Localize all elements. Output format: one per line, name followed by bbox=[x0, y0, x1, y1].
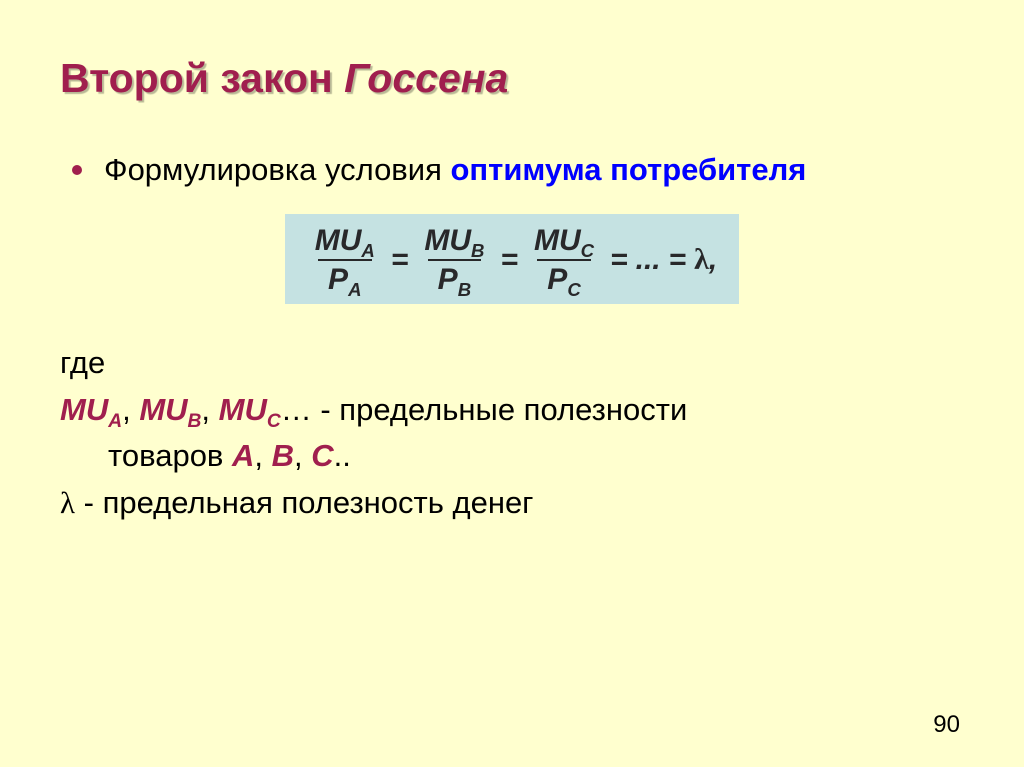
lambda-symbol: λ bbox=[60, 485, 75, 520]
where-label: где bbox=[60, 340, 964, 387]
title-part1: Второй закон bbox=[60, 55, 344, 101]
numerator: MUC bbox=[532, 224, 596, 259]
bullet-text: Формулировка условия оптимума потребител… bbox=[104, 150, 806, 190]
denominator: PB bbox=[428, 259, 481, 296]
goods-line: товаров A, B, C.. bbox=[60, 433, 964, 480]
good-label: B bbox=[272, 438, 294, 473]
bullet-lead: Формулировка условия bbox=[104, 152, 451, 187]
equals-sign: = bbox=[500, 243, 518, 277]
equals-sign: = bbox=[669, 243, 687, 277]
formula-punct: , bbox=[709, 243, 717, 277]
bullet-dot-icon bbox=[72, 165, 82, 175]
formula-dots: ... bbox=[636, 243, 661, 277]
numerator: MUB bbox=[422, 224, 486, 259]
equals-sign: = bbox=[391, 243, 409, 277]
mu-term: MUC bbox=[219, 392, 281, 427]
mu-term: MUB bbox=[139, 392, 201, 427]
lambda-text: - предельная полезность денег bbox=[75, 485, 533, 520]
fraction-c: MUC PC bbox=[532, 224, 596, 296]
good-label: A bbox=[232, 438, 254, 473]
bullet-item: Формулировка условия оптимума потребител… bbox=[60, 150, 964, 190]
formula-container: MUA PA = MUB PB = MUC PC = ... = λ, bbox=[60, 214, 964, 304]
title-part2: Госсена bbox=[344, 55, 508, 101]
slide-title: Второй закон Госсена bbox=[60, 55, 964, 102]
equals-sign: = bbox=[610, 243, 628, 277]
formula: MUA PA = MUB PB = MUC PC = ... = λ, bbox=[285, 214, 740, 304]
fraction-a: MUA PA bbox=[313, 224, 377, 296]
slide: Второй закон Госсена Формулировка услови… bbox=[0, 0, 1024, 767]
bullet-highlight: оптимума потребителя bbox=[451, 152, 807, 187]
denominator: PA bbox=[318, 259, 371, 296]
mu-definition-line: MUA, MUB, MUC… - предельные полезности т… bbox=[60, 387, 964, 480]
mu-term: MUA bbox=[60, 392, 122, 427]
definitions-block: где MUA, MUB, MUC… - предельные полезнос… bbox=[60, 340, 964, 526]
lambda-definition-line: λ - предельная полезность денег bbox=[60, 480, 964, 527]
numerator: MUA bbox=[313, 224, 377, 259]
good-label: C bbox=[311, 438, 333, 473]
fraction-b: MUB PB bbox=[422, 224, 486, 296]
page-number: 90 bbox=[933, 711, 960, 739]
denominator: PC bbox=[537, 259, 590, 296]
lambda-symbol: λ bbox=[694, 243, 709, 277]
